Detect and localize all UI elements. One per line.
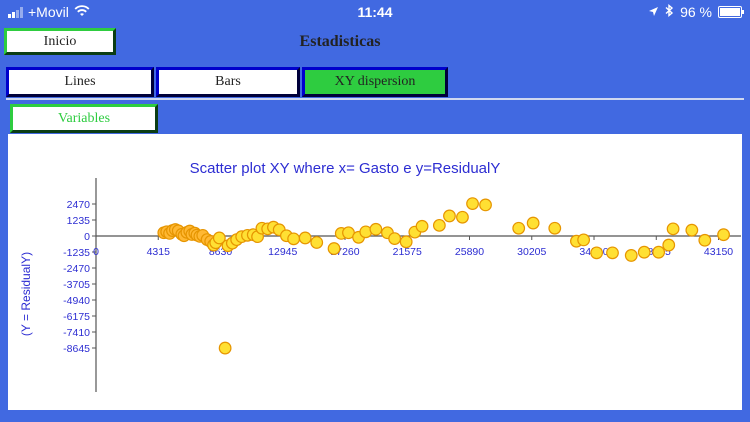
clock: 11:44: [357, 4, 393, 20]
x-tick-label: 21575: [393, 246, 422, 258]
data-point: [624, 249, 638, 262]
data-point: [212, 231, 226, 245]
x-tick-label: 30205: [517, 246, 546, 258]
data-point: [637, 245, 651, 259]
chart-panel: Scatter plot XY where x= Gasto e y=Resid…: [8, 134, 742, 410]
y-tick-label: -1235: [63, 247, 90, 259]
x-tick-label: 4315: [147, 246, 171, 258]
data-point: [526, 216, 540, 230]
y-tick-label: -3705: [63, 279, 90, 291]
data-point: [310, 236, 324, 249]
data-point: [388, 232, 402, 245]
data-point: [432, 218, 446, 232]
signal-icon: [8, 6, 23, 18]
data-point: [662, 238, 676, 252]
divider: [6, 98, 744, 100]
y-tick-label: 0: [84, 231, 90, 243]
data-point: [548, 221, 562, 235]
wifi-icon: [74, 4, 90, 20]
y-tick-label: 2470: [67, 199, 91, 211]
tab-bars[interactable]: Bars: [156, 67, 300, 97]
y-tick-label: -2470: [63, 263, 90, 275]
data-point: [685, 223, 699, 237]
y-axis-label: (Y = ResidualY): [19, 252, 33, 336]
status-bar: +Movil 11:44 96 %: [0, 0, 750, 24]
y-tick-label: -8645: [63, 343, 90, 355]
y-tick-label: -6175: [63, 311, 90, 323]
variables-button[interactable]: Variables: [10, 104, 158, 133]
x-tick-label: 0: [93, 246, 99, 258]
data-point: [606, 246, 619, 260]
data-point: [577, 233, 591, 247]
data-point: [456, 210, 469, 224]
data-point: [652, 245, 666, 259]
data-point: [698, 233, 712, 247]
battery-icon: [718, 6, 744, 18]
data-point: [218, 341, 232, 355]
chart-title: Scatter plot XY where x= Gasto e y=Resid…: [190, 160, 501, 177]
data-point: [415, 219, 429, 233]
x-tick-label: 12945: [268, 246, 297, 258]
scatter-chart: Scatter plot XY where x= Gasto e y=Resid…: [19, 160, 741, 392]
x-tick-label: 43150: [704, 246, 733, 258]
data-point: [298, 231, 312, 245]
data-point: [717, 228, 730, 242]
battery-percent: 96 %: [680, 4, 712, 20]
bluetooth-icon: [665, 4, 674, 20]
carrier-label: +Movil: [28, 4, 69, 20]
tab-xy-dispersion[interactable]: XY dispersion: [302, 67, 448, 97]
data-point: [327, 242, 341, 255]
tab-lines[interactable]: Lines: [6, 67, 154, 97]
x-tick-label: 25890: [455, 246, 484, 258]
y-tick-label: -7410: [63, 327, 90, 339]
data-point: [466, 197, 479, 211]
data-point: [666, 222, 680, 236]
data-point: [590, 246, 604, 260]
location-icon: [648, 4, 659, 20]
y-tick-label: 1235: [67, 215, 91, 227]
data-point: [443, 209, 456, 223]
data-point: [479, 198, 492, 212]
page-title: Estadisticas: [299, 33, 381, 50]
data-point: [369, 222, 383, 236]
y-tick-label: -4940: [63, 295, 90, 307]
data-point: [512, 221, 526, 235]
home-button[interactable]: Inicio: [4, 28, 116, 55]
data-point: [287, 232, 301, 246]
data-point: [399, 235, 413, 249]
